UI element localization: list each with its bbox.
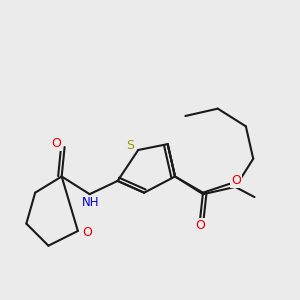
Text: NH: NH	[82, 196, 100, 209]
Text: O: O	[51, 137, 61, 150]
Text: O: O	[195, 219, 205, 232]
Text: O: O	[231, 174, 241, 187]
Text: O: O	[82, 226, 92, 239]
Text: S: S	[126, 139, 134, 152]
